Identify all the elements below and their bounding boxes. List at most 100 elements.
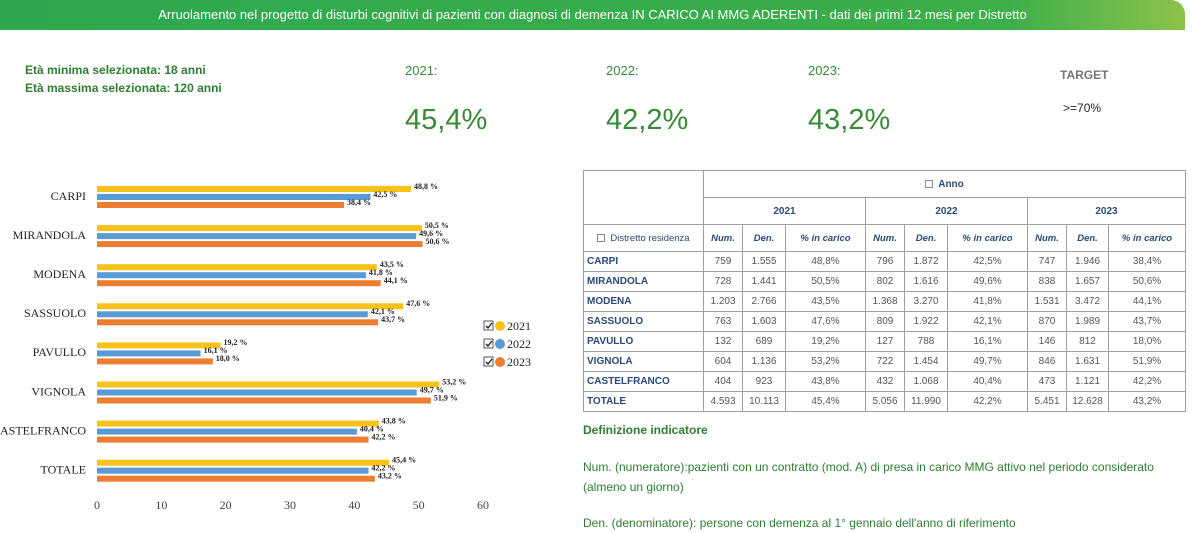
- bar: [97, 319, 379, 326]
- bar: [97, 358, 213, 365]
- bar: [97, 186, 411, 192]
- table-cell: 127: [865, 331, 905, 352]
- data-label: 38,4 %: [347, 198, 371, 207]
- table-cell: 1.616: [904, 271, 948, 292]
- table-row: CASTELFRANCO 404 923 43,8% 432 1.068 40,4% 473 1…: [583, 371, 1186, 392]
- data-label: 50,6 %: [426, 237, 450, 246]
- definition: Definizione indicatore Num. (numeratore)…: [583, 423, 1183, 533]
- table-row: CARPI 759 1.555 48,8% 796 1.872 42,5% 747 1.946 3…: [583, 251, 1186, 272]
- bar: [97, 194, 371, 200]
- bar: [97, 280, 381, 287]
- legend-checkbox[interactable]: [483, 338, 494, 349]
- table-cell: 42,2%: [947, 391, 1028, 412]
- table-cell: 846: [1027, 351, 1067, 372]
- table-cell: 42,5%: [947, 251, 1028, 272]
- table-cell: 2.766: [742, 291, 786, 312]
- data-label: 43,7 %: [381, 315, 405, 324]
- data-label: 45,4 %: [392, 456, 416, 465]
- bar: [97, 397, 431, 404]
- table-cell: Den.: [904, 224, 948, 252]
- expand-icon[interactable]: [925, 179, 934, 188]
- table-row: Distretto residenza Num. Den.% in carico Nu…: [583, 224, 1186, 252]
- table-cell: 19,2%: [785, 331, 866, 352]
- column-header: Distretto residenza: [610, 232, 690, 244]
- bar: [97, 202, 345, 208]
- data-label: 41,8 %: [369, 268, 393, 277]
- table-cell: CARPI: [583, 251, 704, 272]
- table-row: MODENA 1.203 2.766 43,5% 1.368 3.270 41,8% 1.53…: [583, 291, 1186, 312]
- table-cell: 43,7%: [1108, 311, 1186, 332]
- table-cell: 1.989: [1066, 311, 1109, 332]
- table-cell: 5.451: [1027, 391, 1067, 412]
- table-cell: 473: [1027, 371, 1067, 392]
- table-cell: Num.: [865, 224, 905, 252]
- data-label: 48,8 %: [414, 182, 438, 191]
- kpi-value: 43,2%: [808, 104, 891, 136]
- table-cell: 18,0%: [1108, 331, 1186, 352]
- table-cell: 1.368: [865, 291, 905, 312]
- table-cell: 43,2%: [1108, 391, 1186, 412]
- table-cell: Den.: [1066, 224, 1109, 252]
- legend-check: [485, 322, 493, 330]
- table-cell: 47,6%: [785, 311, 866, 332]
- legend-item[interactable]: 2022: [483, 337, 531, 351]
- table-cell: 53,2%: [785, 351, 866, 372]
- legend-checkbox[interactable]: [483, 320, 494, 331]
- table-cell: 1.657: [1066, 271, 1109, 292]
- table-cell: 1.555: [742, 251, 786, 272]
- table-cell: 5.056: [865, 391, 905, 412]
- header-title: Arruolamento nel progetto di disturbi co…: [0, 0, 1185, 30]
- bar: [97, 233, 417, 240]
- table-cell: 759: [703, 251, 743, 272]
- data-label: 50,5 %: [425, 221, 449, 230]
- legend-checkbox[interactable]: [483, 356, 494, 367]
- legend-check: [485, 358, 493, 366]
- data-label: 49,6 %: [419, 229, 443, 238]
- table-cell: 43,8%: [785, 371, 866, 392]
- y-tick-label: MODENA: [33, 267, 86, 281]
- table-row: Anno: [583, 170, 1186, 225]
- table-cell: 10.113: [742, 391, 786, 412]
- x-tick-label: 60: [477, 498, 489, 512]
- table-cell: 728: [703, 271, 743, 292]
- bar: [97, 225, 422, 232]
- table-cell: CASTELFRANCO: [583, 371, 704, 392]
- table-cell: 42,2%: [1108, 371, 1186, 392]
- table-cell: 2021: [703, 197, 866, 225]
- table-cell: 809: [865, 311, 905, 332]
- table-cell: 1.136: [742, 351, 786, 372]
- data-label: 49,7 %: [420, 385, 444, 394]
- expand-icon[interactable]: [597, 233, 606, 242]
- table-cell: 2023: [1027, 197, 1186, 225]
- table-cell: 146: [1027, 331, 1067, 352]
- bar: [97, 475, 375, 482]
- bar: [97, 389, 417, 396]
- bar: [97, 467, 369, 474]
- definition-title: Definizione indicatore: [583, 423, 708, 437]
- table-cell: 42,1%: [947, 311, 1028, 332]
- filter: Età minima selezionata: 18 anni: [25, 63, 206, 77]
- data-label: 18,0 %: [216, 354, 240, 363]
- table-cell: Num.: [703, 224, 743, 252]
- table-cell: % in carico: [947, 224, 1028, 252]
- x-tick-label: 50: [413, 498, 425, 512]
- data-label: 40,4 %: [360, 424, 384, 433]
- bar: [97, 420, 379, 427]
- table-cell: 788: [904, 331, 948, 352]
- table-cell: 1.531: [1027, 291, 1067, 312]
- legend-item[interactable]: 2023: [483, 355, 531, 369]
- table-cell: 49,7%: [947, 351, 1028, 372]
- table-cell: Distretto residenza: [583, 224, 704, 252]
- data-label: 53,2 %: [442, 377, 466, 386]
- table-cell: 722: [865, 351, 905, 372]
- x-tick-label: 0: [94, 498, 100, 512]
- kpi-value: 42,2%: [606, 104, 689, 136]
- table-row: SASSUOLO 763 1.603 47,6% 809 1.922 42,1% 870 1.9…: [583, 311, 1186, 332]
- legend-item[interactable]: 2021: [483, 319, 531, 333]
- bar: [97, 342, 221, 349]
- table-cell: 132: [703, 331, 743, 352]
- legend-label: 2021: [507, 319, 531, 333]
- table-cell: TOTALE: [583, 391, 704, 412]
- table-cell: 1.454: [904, 351, 948, 372]
- x-tick-label: 10: [155, 498, 167, 512]
